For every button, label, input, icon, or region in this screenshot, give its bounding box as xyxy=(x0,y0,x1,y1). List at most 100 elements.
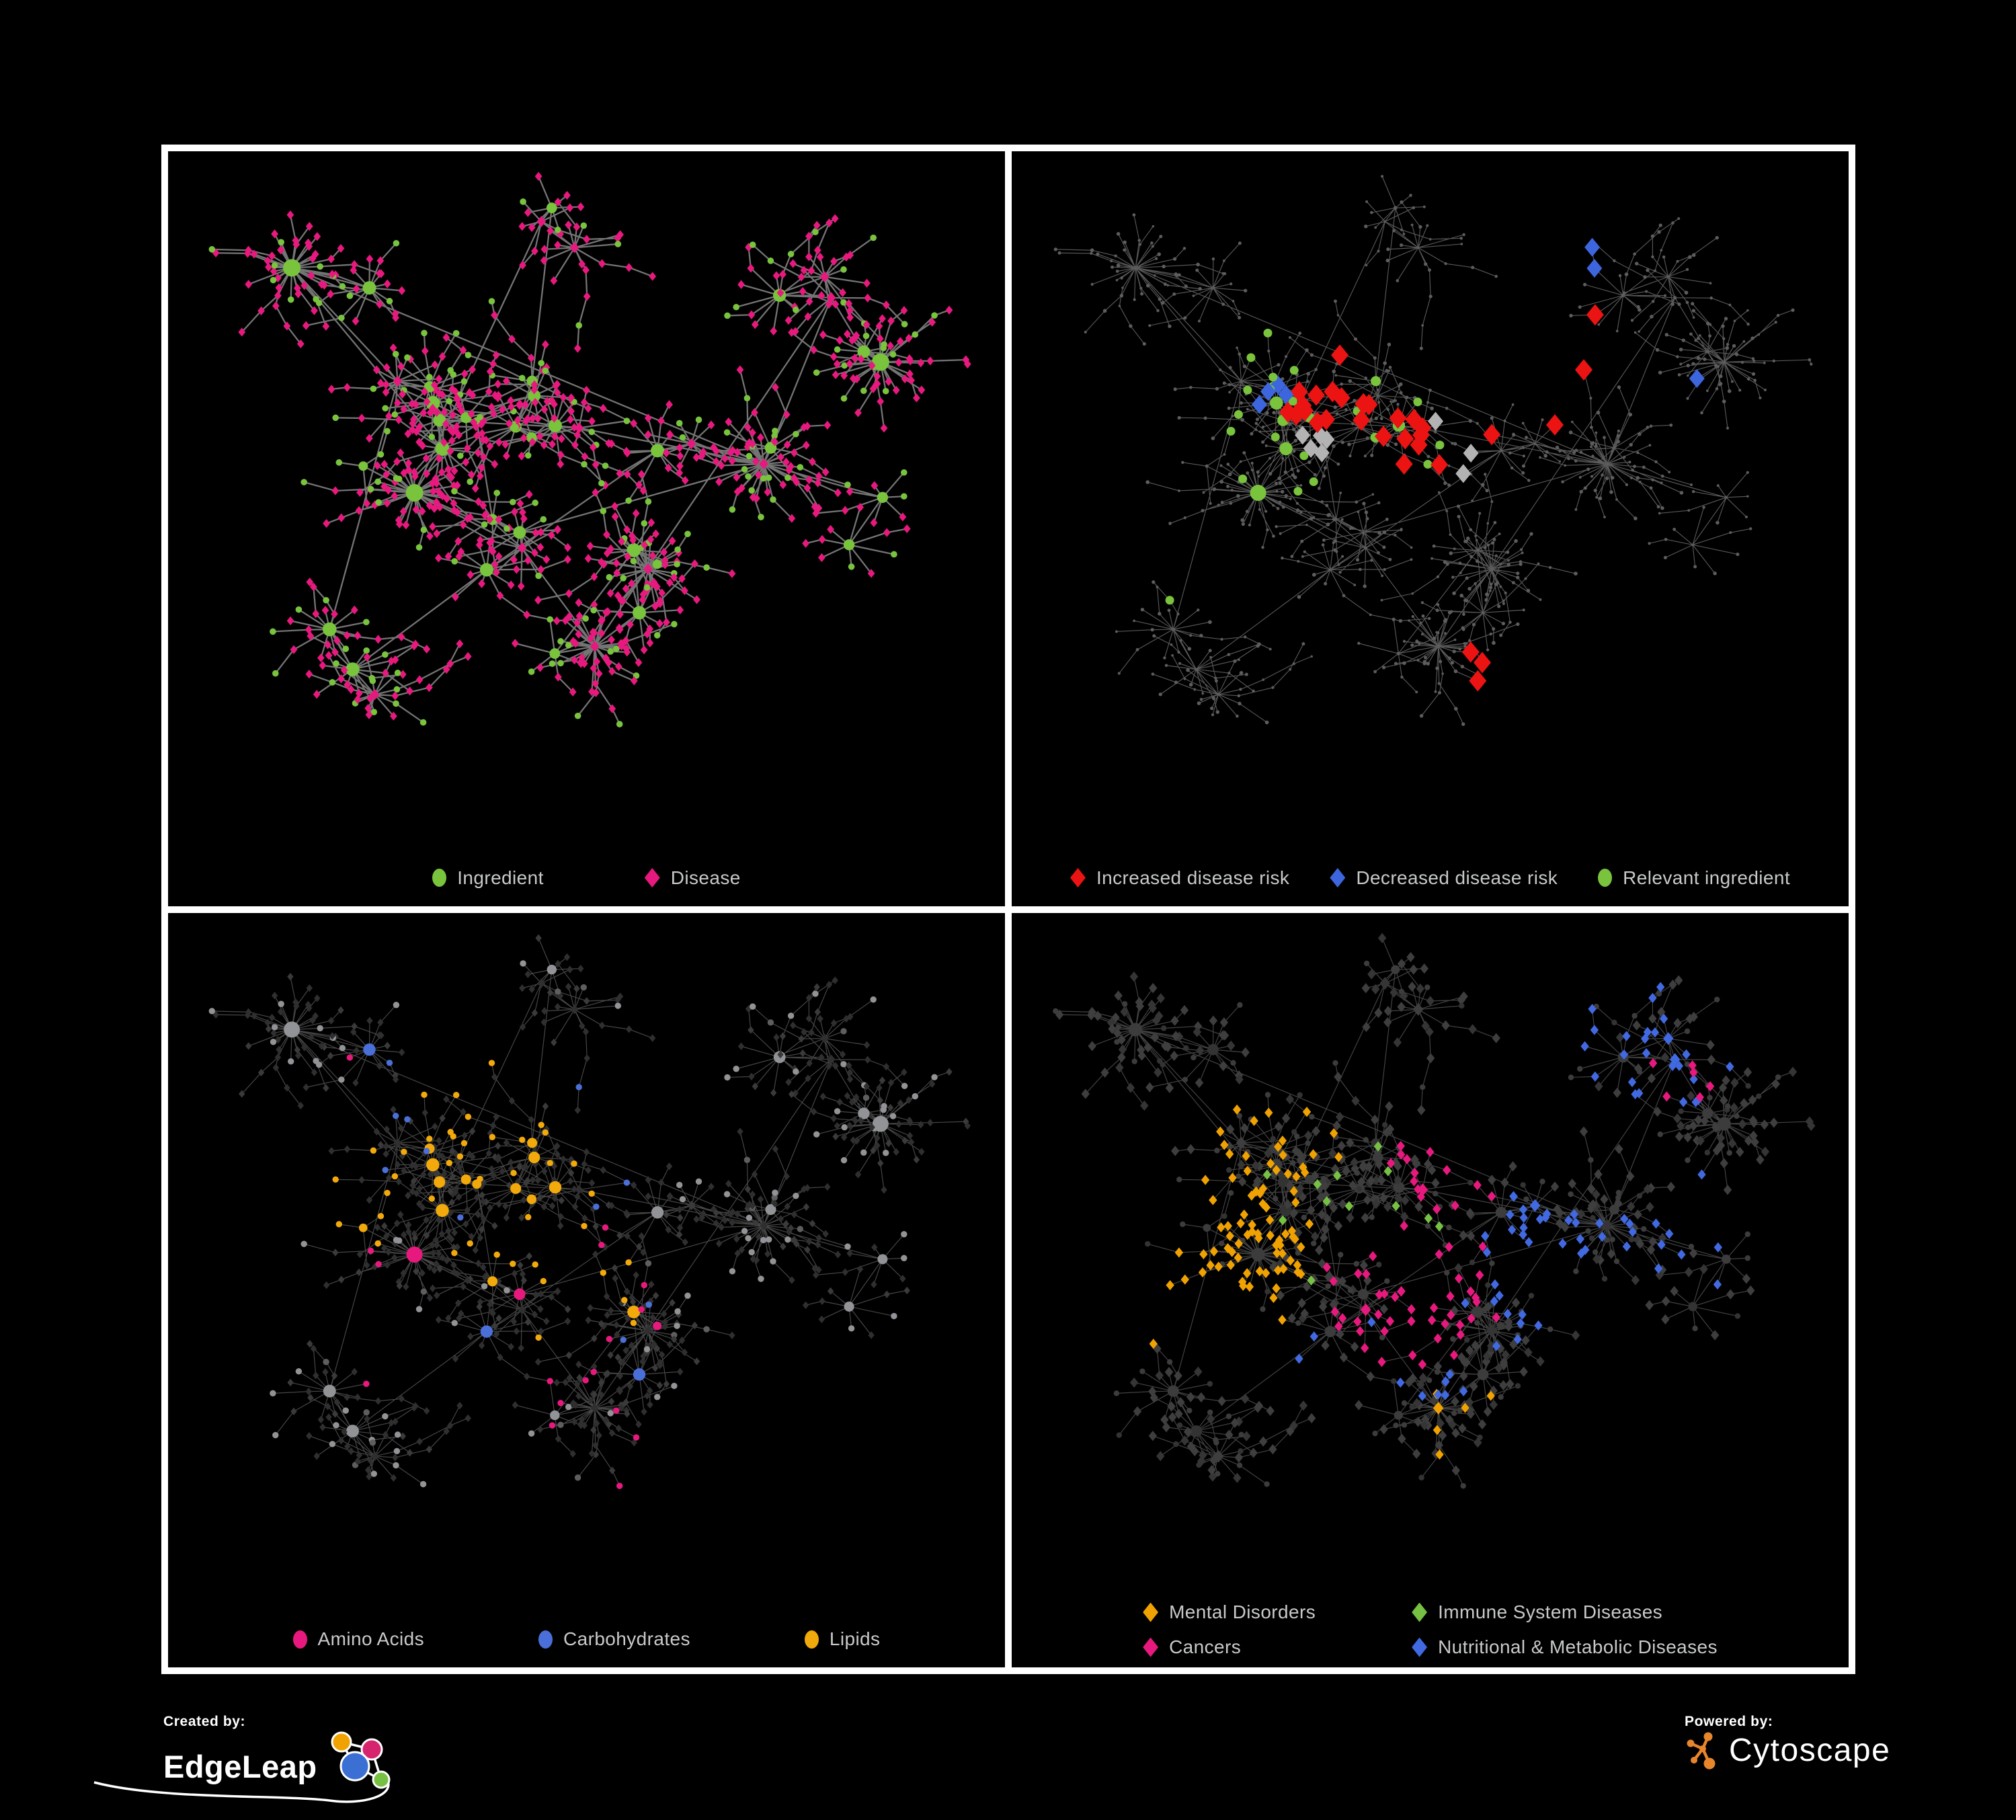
disease-node xyxy=(1503,1308,1512,1319)
disease-node xyxy=(1347,442,1351,446)
disease-node xyxy=(1353,399,1357,403)
disease-node xyxy=(1482,1356,1491,1367)
disease-node xyxy=(493,1330,500,1338)
disease-node xyxy=(1178,489,1180,492)
disease-node xyxy=(645,1192,651,1200)
disease-node xyxy=(686,438,696,450)
edgeleap-node-blue xyxy=(339,1751,370,1782)
disease-node xyxy=(790,473,798,483)
disease-node xyxy=(1367,969,1376,980)
disease-node xyxy=(869,384,877,393)
disease-node xyxy=(1592,1189,1601,1199)
disease-node xyxy=(551,399,558,409)
disease-node xyxy=(296,339,305,349)
disease-node xyxy=(1682,1049,1691,1060)
disease-node xyxy=(1300,1308,1309,1318)
disease-node xyxy=(1156,1450,1165,1461)
ingredient-node xyxy=(1578,305,1582,309)
disease-node xyxy=(1489,582,1493,586)
disease-node xyxy=(1312,516,1316,519)
ingredient-node xyxy=(574,1474,581,1480)
ingredient-node xyxy=(1183,1045,1189,1051)
disease-node xyxy=(1297,1241,1305,1252)
disease-node xyxy=(1675,975,1683,986)
ingredient-node xyxy=(1547,1326,1554,1332)
disease-node xyxy=(1810,362,1813,366)
ingredient-node xyxy=(1370,453,1374,457)
ingredient-node xyxy=(1633,252,1636,256)
disease-node xyxy=(1261,425,1265,429)
disease-node xyxy=(1177,273,1181,277)
ingredient-node xyxy=(602,462,609,469)
disease-node xyxy=(1194,1366,1203,1377)
disease-node xyxy=(1466,1230,1476,1241)
disease-node xyxy=(1209,656,1212,659)
disease-node xyxy=(1437,690,1442,695)
ingredient-node xyxy=(749,241,756,248)
disease-node xyxy=(1353,1316,1362,1327)
disease-node xyxy=(569,1450,576,1458)
disease-node xyxy=(1307,1413,1316,1423)
disease-node xyxy=(419,408,428,418)
disease-node xyxy=(1281,505,1285,509)
legend-item-disease: Disease xyxy=(644,867,741,889)
disease-node xyxy=(534,1176,541,1184)
disease-node xyxy=(536,663,544,672)
disease-node xyxy=(1289,668,1292,671)
disease-node xyxy=(1301,642,1305,646)
disease-node xyxy=(1120,276,1123,280)
disease-node xyxy=(399,1048,405,1056)
disease-node xyxy=(1634,331,1637,334)
disease-node xyxy=(543,1316,550,1325)
disease-node xyxy=(1278,481,1282,485)
disease-node xyxy=(1720,1095,1728,1105)
disease-node xyxy=(268,1013,276,1021)
disease-node xyxy=(1350,1341,1359,1352)
disease-node xyxy=(1235,1074,1244,1084)
disease-node xyxy=(277,1007,284,1016)
ingredient-node xyxy=(1528,1292,1535,1298)
ingredient-node xyxy=(346,1424,359,1437)
ingredient-node xyxy=(1264,720,1269,725)
disease-node xyxy=(1626,1171,1635,1181)
ingredient-node xyxy=(1638,308,1642,312)
disease-node xyxy=(1363,1275,1372,1285)
disease-node xyxy=(1726,426,1730,430)
disease-node xyxy=(564,1316,571,1325)
disease-node xyxy=(1689,332,1693,336)
disease-node xyxy=(1367,1175,1375,1186)
ingredient-node xyxy=(393,1448,401,1454)
disease-node xyxy=(552,381,560,391)
ingredient-node xyxy=(384,428,391,435)
disease-node xyxy=(1489,1399,1498,1410)
ingredient-node xyxy=(391,411,399,418)
ingredient-node xyxy=(510,1169,517,1176)
disease-node xyxy=(1362,1021,1371,1032)
disease-node xyxy=(1462,612,1465,617)
ingredient-node xyxy=(1621,293,1625,298)
ingredient-node xyxy=(333,1421,339,1429)
disease-node xyxy=(799,1049,806,1057)
ingredient-node xyxy=(510,1260,516,1267)
ingredient-node xyxy=(743,395,751,402)
disease-node xyxy=(274,1035,282,1043)
disease-node xyxy=(286,616,294,625)
ingredient-node xyxy=(860,1149,867,1156)
ingredient-node xyxy=(1685,268,1689,272)
disease-node xyxy=(318,1041,325,1050)
disease-node xyxy=(1558,449,1562,453)
disease-node xyxy=(1719,382,1723,386)
disease-node xyxy=(1258,508,1261,511)
ingredient-node xyxy=(270,1390,276,1396)
ingredient-node xyxy=(346,292,354,299)
disease-node xyxy=(522,1162,529,1171)
ingredient-node xyxy=(1166,1359,1173,1365)
disease-node xyxy=(1374,416,1378,420)
disease-node xyxy=(652,1291,659,1300)
disease-node xyxy=(607,1351,614,1359)
ingredient-node xyxy=(1115,278,1119,282)
disease-node xyxy=(1601,473,1604,477)
disease-node xyxy=(350,605,358,615)
disease-node xyxy=(453,508,461,517)
disease-node xyxy=(752,457,760,466)
